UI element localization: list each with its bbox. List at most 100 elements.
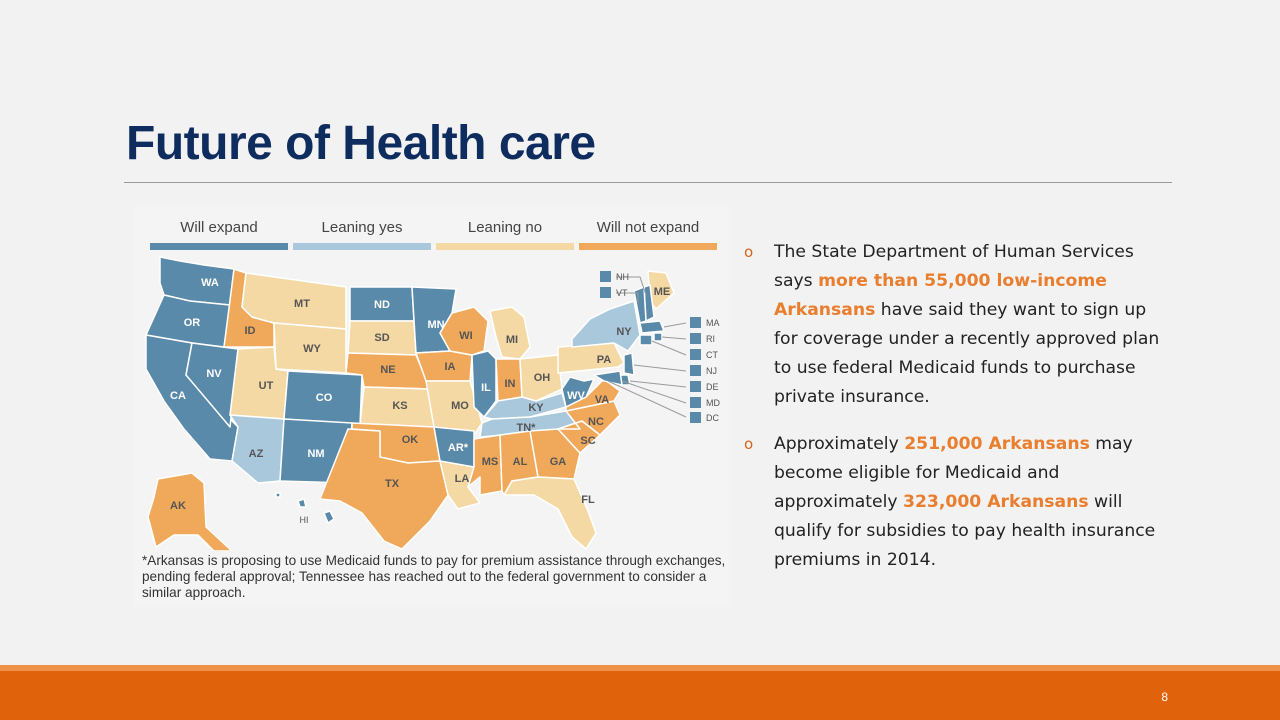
footer-accent (0, 665, 1280, 671)
state-ak (147, 472, 233, 551)
bullet-text: will qualify for subsidies to pay health… (774, 492, 1156, 570)
callout-label-md: MD (706, 398, 720, 408)
callout-swatch-dc (690, 412, 701, 423)
callout-label-ri: RI (706, 334, 715, 344)
legend-label: Will expand (180, 219, 258, 236)
state-label-al: AL (513, 456, 528, 468)
state-label-hi: HI (300, 515, 309, 525)
callout-line-de (629, 380, 687, 388)
state-pa (557, 342, 625, 374)
state-label-fl: FL (581, 494, 595, 506)
state-ct (639, 334, 653, 346)
state-label-ia: IA (445, 361, 456, 373)
state-hi (323, 510, 335, 524)
slide-title: Future of Health care (126, 117, 596, 170)
legend-leaning-yes: Leaning yes (291, 213, 433, 253)
state-vt (633, 286, 647, 324)
callout-label-de: DE (706, 382, 719, 392)
state-label-ne: NE (380, 364, 395, 376)
medicaid-expansion-map: Will expand Leaning yes Leaning no Will … (134, 207, 732, 607)
callout-swatch-vt (600, 287, 611, 298)
state-label-mn: MN (427, 319, 444, 331)
state-label-ga: GA (550, 456, 567, 468)
bullet-text: Approximately (774, 434, 905, 454)
state-ri (653, 332, 663, 342)
page-number: 8 (1161, 690, 1168, 704)
legend-will-expand: Will expand (148, 213, 290, 253)
bullet-highlight: 323,000 Arkansans (902, 492, 1089, 512)
state-label-wy: WY (303, 343, 321, 355)
state-label-in: IN (505, 378, 516, 390)
bullet-highlight: 251,000 Arkansans (904, 434, 1090, 454)
footer-bar: 8 (0, 671, 1280, 720)
callout-line-ri (661, 336, 687, 340)
bullet-item: o Approximately 251,000 Arkansans may be… (744, 430, 1169, 575)
bullet-marker: o (744, 435, 754, 453)
state-il (471, 350, 497, 418)
legend-will-not-expand: Will not expand (577, 213, 719, 253)
callout-swatch-md (690, 397, 701, 408)
callout-line-nh (616, 276, 647, 296)
state-fl (503, 476, 597, 550)
state-mo (425, 380, 483, 436)
bullet-marker: o (744, 243, 754, 261)
bullet-list: o The State Department of Human Services… (744, 238, 1169, 593)
legend-label: Leaning no (467, 219, 543, 236)
callout-label-ct: CT (706, 350, 718, 360)
callout-line-nj (633, 364, 687, 372)
state-ga (529, 428, 581, 480)
bullet-text: The State Department of Human Services s… (774, 242, 1134, 291)
legend-swatch (436, 243, 574, 250)
state-label-co: CO (316, 392, 333, 404)
bullet-text: may become eligible for Medicaid and app… (774, 434, 1133, 512)
state-label-wi: WI (459, 330, 472, 342)
legend-label: Leaning yes (321, 219, 403, 236)
state-label-nd: ND (374, 299, 390, 311)
state-label-ks: KS (392, 400, 407, 412)
state-label-wa: WA (201, 277, 219, 289)
callout-line-ma (663, 322, 687, 328)
state-label-mt: MT (294, 298, 310, 310)
bullet-highlight: more than 55,000 low-income Arkansans (774, 271, 1107, 320)
state-label-ut: UT (259, 380, 274, 392)
state-nj (623, 352, 635, 376)
map-legend: Will expand Leaning yes Leaning no Will … (148, 213, 722, 253)
callout-line-dc (607, 380, 687, 418)
state-label-tx: TX (385, 478, 400, 490)
callout-label-ma: MA (706, 318, 720, 328)
state-label-mo: MO (451, 400, 469, 412)
callout-swatch-de (690, 381, 701, 392)
state-hi-2 (297, 498, 307, 508)
state-label-az: AZ (249, 448, 264, 460)
callout-swatch-nj (690, 365, 701, 376)
state-label-nv: NV (206, 368, 222, 380)
state-label-ar: AR* (448, 442, 469, 454)
state-label-il: IL (481, 382, 491, 394)
legend-swatch (579, 243, 717, 250)
state-label-tn: TN* (517, 422, 537, 434)
callout-label-nh: NH (616, 272, 629, 282)
legend-label: Will not expand (596, 219, 700, 236)
state-label-va: VA (595, 394, 610, 406)
state-tx (319, 428, 449, 550)
state-wv (561, 376, 595, 408)
bullet-text: have said they want to sign up for cover… (774, 300, 1160, 407)
state-label-mi: MI (506, 334, 518, 346)
state-label-sc: SC (580, 435, 595, 447)
callout-line-md (621, 380, 687, 404)
callout-label-dc: DC (706, 413, 719, 423)
state-md (593, 370, 623, 386)
map-footnote: *Arkansas is proposing to use Medicaid f… (142, 553, 726, 600)
state-label-ms: MS (482, 456, 499, 468)
state-hi-3 (275, 492, 281, 498)
callout-line-ct (651, 340, 687, 356)
state-label-id: ID (245, 325, 256, 337)
us-map: NH VT MA RI CT NJ DE MD DC WA OR CA NV I… (145, 256, 720, 551)
callout-swatch-ri (690, 333, 701, 344)
state-label-ky: KY (528, 402, 544, 414)
legend-swatch (150, 243, 288, 250)
state-label-wv: WV (567, 390, 585, 402)
state-ia (415, 350, 473, 382)
state-label-sd: SD (374, 332, 389, 344)
state-nv (185, 342, 239, 428)
